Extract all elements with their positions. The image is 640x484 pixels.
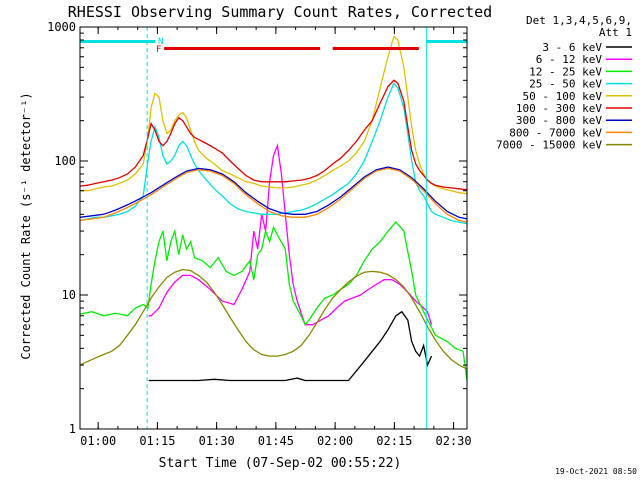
legend-label-7: 800 - 7000 keV — [509, 126, 602, 139]
plot-frame — [79, 26, 468, 430]
legend-header-line-0: Det 1,3,4,5,6,9, — [526, 14, 632, 27]
flag-bar-f-0 — [164, 47, 321, 50]
flag-bar-n-0 — [80, 40, 156, 43]
flag-label-n: N — [158, 37, 163, 47]
series-line-8 — [79, 268, 468, 370]
legend-label-4: 50 - 100 keV — [523, 90, 603, 103]
x-tick-label-3: 01:45 — [258, 434, 294, 448]
flags-layer: NF — [80, 37, 467, 55]
series-line-3 — [79, 82, 468, 225]
y-tick-label-3: 1000 — [47, 20, 76, 34]
x-tick-label-5: 02:15 — [376, 434, 412, 448]
series-layer — [79, 35, 468, 382]
series-line-6 — [79, 166, 468, 220]
x-tick-label-6: 02:30 — [436, 434, 472, 448]
legend-label-5: 100 - 300 keV — [516, 102, 602, 115]
series-line-5 — [79, 79, 468, 191]
y-tick-label-0: 1 — [69, 422, 76, 436]
legend-label-3: 25 - 50 keV — [529, 78, 602, 91]
x-tick-label-1: 01:15 — [139, 434, 175, 448]
series-line-0 — [148, 310, 433, 382]
legend-header: Det 1,3,4,5,6,9,Att 1 — [526, 14, 632, 39]
flag-label-f: F — [156, 45, 161, 55]
plot-area: NF 01:00 01:15 01:30 01:45 02:00 02:15 02:30 1… — [47, 20, 472, 448]
legend-label-1: 6 - 12 keV — [536, 53, 603, 66]
x-tick-label-2: 01:30 — [199, 434, 235, 448]
x-tick-label-4: 02:00 — [317, 434, 353, 448]
chart-title: RHESSI Observing Summary Count Rates, Co… — [68, 3, 492, 21]
legend-label-2: 12 - 25 keV — [529, 65, 602, 78]
x-ticks: 01:00 01:15 01:30 01:45 02:00 02:15 02:30 — [80, 27, 472, 448]
flag-bar-f-1 — [332, 47, 419, 50]
y-axis-label: Corrected Count Rate (s⁻¹ detector⁻¹) — [19, 92, 33, 359]
legend-label-6: 300 - 800 keV — [516, 114, 602, 127]
legend-label-8: 7000 - 15000 keV — [496, 139, 602, 152]
legend-header-line-1: Att 1 — [599, 26, 632, 39]
series-line-7 — [79, 167, 468, 223]
y-tick-label-2: 100 — [54, 154, 76, 168]
y-ticks: 1 10 100 1000 — [47, 20, 467, 436]
series-line-4 — [80, 35, 468, 195]
x-tick-label-0: 01:00 — [80, 434, 116, 448]
x-axis-label: Start Time (07-Sep-02 00:55:22) — [159, 456, 402, 471]
series-line-2 — [79, 221, 468, 381]
legend-label-0: 3 - 6 keV — [542, 41, 602, 54]
flag-bar-n-1 — [426, 40, 467, 43]
series-line-1 — [148, 143, 433, 326]
timestamp: 19-Oct-2021 08:50 — [555, 467, 637, 476]
y-tick-label-1: 10 — [62, 288, 76, 302]
